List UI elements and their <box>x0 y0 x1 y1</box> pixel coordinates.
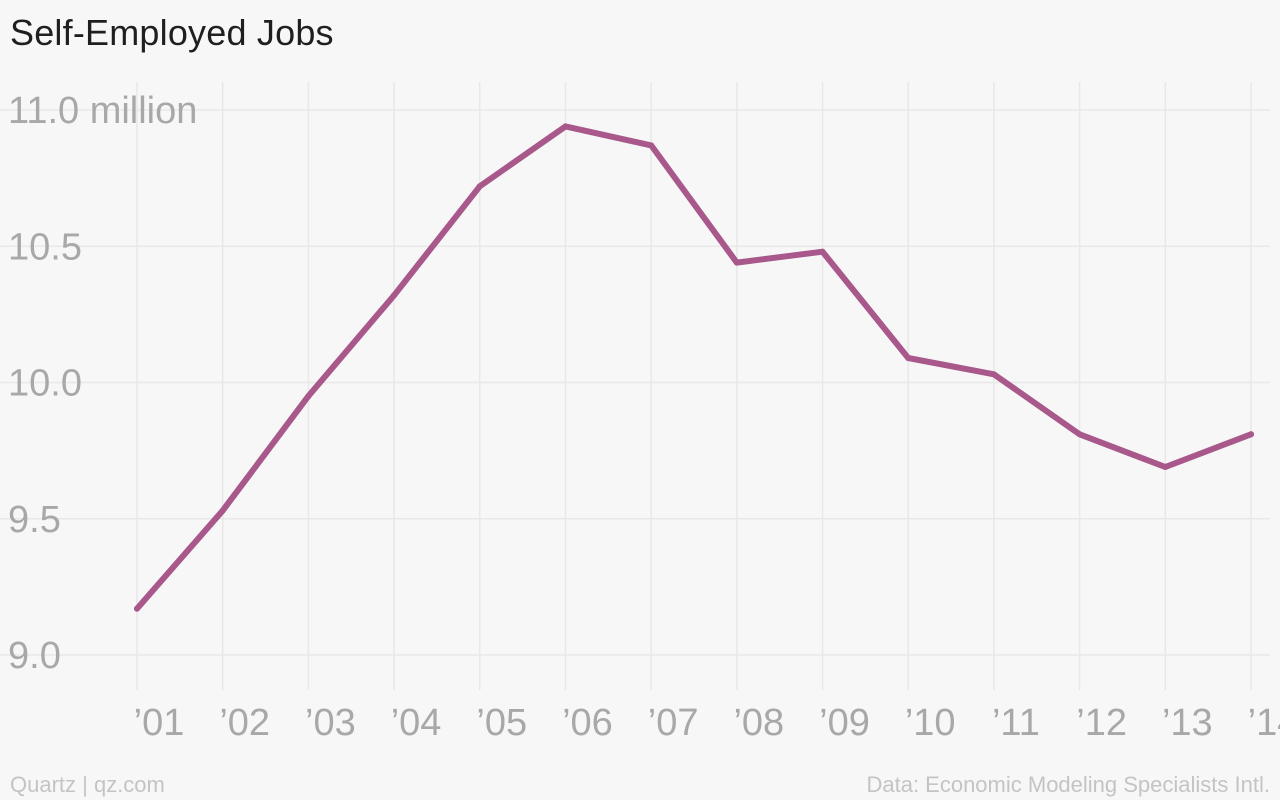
y-tick-label: 10.0 <box>8 363 82 405</box>
vertical-gridlines <box>136 82 1252 690</box>
y-tick-label: 10.5 <box>8 226 82 268</box>
x-tick-label: ’08 <box>733 702 784 744</box>
x-tick-label: ’07 <box>648 702 699 744</box>
series-line <box>134 123 1254 612</box>
data-point <box>648 142 655 149</box>
x-tick-label: ’13 <box>1162 702 1213 744</box>
chart-title: Self-Employed Jobs <box>10 12 334 53</box>
y-tick-label: 11.0 million <box>8 90 197 132</box>
y-tick-label: 9.0 <box>8 635 61 677</box>
data-point <box>476 183 483 190</box>
x-tick-label: ’10 <box>905 702 956 744</box>
source-text: Data: Economic Modeling Specialists Intl… <box>866 772 1270 797</box>
data-point <box>305 393 312 400</box>
data-point <box>1162 463 1169 470</box>
series-group <box>134 123 1254 612</box>
data-point <box>819 248 826 255</box>
data-point <box>905 354 912 361</box>
x-tick-label: ’14 <box>1248 702 1280 744</box>
data-point <box>1248 431 1254 438</box>
x-axis-tick-labels: ’01 ’02 ’03 ’04 ’05 ’06 ’07 ’08 ’09 ’10 ’11 ’12 ’13 ’… <box>134 702 1280 744</box>
y-axis-tick-labels: 9.0 9.5 10.0 10.5 11.0 million <box>8 90 197 677</box>
data-point <box>134 605 140 612</box>
data-point <box>391 292 398 299</box>
x-tick-label: ’02 <box>219 702 270 744</box>
data-point <box>562 123 569 130</box>
x-tick-label: ’04 <box>391 702 442 744</box>
y-tick-label: 9.5 <box>8 499 61 541</box>
x-tick-label: ’01 <box>134 702 185 744</box>
x-tick-label: ’12 <box>1076 702 1127 744</box>
x-tick-label: ’03 <box>305 702 356 744</box>
data-point <box>219 507 226 514</box>
x-tick-label: ’05 <box>476 702 527 744</box>
x-tick-label: ’11 <box>992 702 1040 744</box>
data-point <box>1076 431 1083 438</box>
credit-text: Quartz | qz.com <box>10 772 165 797</box>
x-tick-label: ’06 <box>562 702 613 744</box>
data-point <box>990 371 997 378</box>
data-point <box>733 259 740 266</box>
x-tick-label: ’09 <box>819 702 870 744</box>
